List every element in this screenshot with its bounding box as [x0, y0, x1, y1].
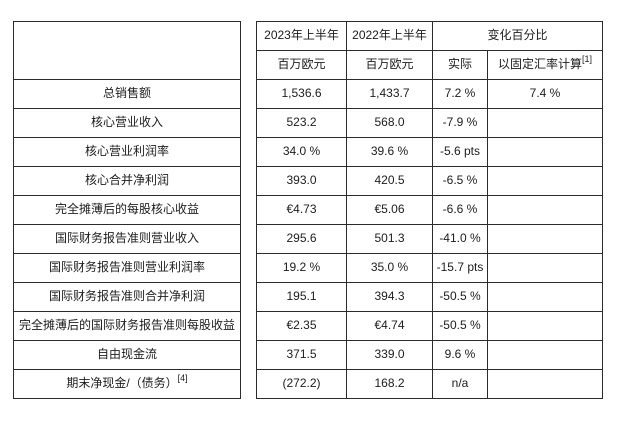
- value-2023: 19.2 %: [256, 253, 347, 283]
- value-2023: 34.0 %: [256, 137, 347, 167]
- value-2022: 168.2: [346, 369, 433, 399]
- row-label: 完全摊薄后的国际财务报告准则每股收益: [13, 311, 241, 341]
- value-2023: (272.2): [256, 369, 347, 399]
- value-change-cer: [487, 253, 603, 283]
- label-column-header-empty: [13, 21, 241, 80]
- value-2023: €2.35: [256, 311, 347, 341]
- table-row: 核心营业收入 523.2 568.0 -7.9 %: [13, 108, 603, 138]
- header-row-periods: 2023年上半年 2022年上半年 变化百分比: [13, 21, 603, 80]
- value-change-cer: [487, 137, 603, 167]
- column-gap: [241, 341, 257, 370]
- row-label: 完全摊薄后的每股核心收益: [13, 195, 241, 225]
- header-change-constant-rates: 以固定汇率计算[1]: [487, 50, 603, 80]
- value-2022: 39.6 %: [346, 137, 433, 167]
- table-row: 国际财务报告准则营业收入 295.6 501.3 -41.0 %: [13, 224, 603, 254]
- column-gap: [241, 225, 257, 254]
- column-gap: [241, 80, 257, 109]
- value-change-cer: [487, 282, 603, 312]
- column-gap: [241, 138, 257, 167]
- value-change-actual: 7.2 %: [432, 79, 488, 109]
- column-gap: [241, 167, 257, 196]
- table-row: 国际财务报告准则营业利润率 19.2 % 35.0 % -15.7 pts: [13, 253, 603, 283]
- column-gap: [241, 370, 257, 399]
- table-row: 完全摊薄后的每股核心收益 €4.73 €5.06 -6.6 %: [13, 195, 603, 225]
- column-gap: [241, 254, 257, 283]
- header-unit-2022: 百万欧元: [346, 50, 433, 80]
- value-change-cer: [487, 195, 603, 225]
- value-change-actual: -50.5 %: [432, 311, 488, 341]
- value-2023: 393.0: [256, 166, 347, 196]
- value-2022: 1,433.7: [346, 79, 433, 109]
- header-unit-2023: 百万欧元: [256, 50, 347, 80]
- header-row-units: 百万欧元 百万欧元 实际 以固定汇率计算[1]: [14, 50, 603, 80]
- row-label: 国际财务报告准则合并净利润: [13, 282, 241, 312]
- column-gap: [241, 312, 257, 341]
- header-change-actual: 实际: [432, 50, 488, 80]
- value-change-cer: [487, 108, 603, 138]
- value-2023: 295.6: [256, 224, 347, 254]
- value-2022: 420.5: [346, 166, 433, 196]
- financial-summary-table: 2023年上半年 2022年上半年 变化百分比 百万欧元 百万欧元 实际 以固定…: [13, 21, 603, 399]
- value-2023: €4.73: [256, 195, 347, 225]
- value-change-cer: [487, 340, 603, 370]
- table-row: 期末净现金/（债务）[4] (272.2) 168.2 n/a: [13, 369, 603, 399]
- column-gap: [241, 196, 257, 225]
- column-gap: [241, 51, 257, 80]
- header-change-group: 变化百分比: [432, 21, 603, 51]
- value-change-actual: 9.6 %: [432, 340, 488, 370]
- value-change-actual: -6.6 %: [432, 195, 488, 225]
- value-change-actual: -5.6 pts: [432, 137, 488, 167]
- value-change-actual: -7.9 %: [432, 108, 488, 138]
- value-change-actual: -41.0 %: [432, 224, 488, 254]
- value-2022: 394.3: [346, 282, 433, 312]
- value-2022: 339.0: [346, 340, 433, 370]
- header-period-2022: 2022年上半年: [346, 21, 433, 51]
- value-2022: €4.74: [346, 311, 433, 341]
- value-change-cer: 7.4 %: [487, 79, 603, 109]
- footnote-1-marker: [1]: [582, 54, 593, 65]
- value-change-actual: n/a: [432, 369, 488, 399]
- column-gap: [241, 22, 257, 51]
- row-label: 国际财务报告准则营业收入: [13, 224, 241, 254]
- row-label: 核心营业利润率: [13, 137, 241, 167]
- header-change-constant-rates-label: 以固定汇率计算: [497, 57, 582, 72]
- value-change-actual: -6.5 %: [432, 166, 488, 196]
- value-change-actual: -50.5 %: [432, 282, 488, 312]
- table-row: 完全摊薄后的国际财务报告准则每股收益 €2.35 €4.74 -50.5 %: [13, 311, 603, 341]
- value-2022: 35.0 %: [346, 253, 433, 283]
- value-change-actual: -15.7 pts: [432, 253, 488, 283]
- value-change-cer: [487, 224, 603, 254]
- table-row: 总销售额 1,536.6 1,433.7 7.2 % 7.4 %: [13, 79, 603, 109]
- value-change-cer: [487, 166, 603, 196]
- table-row: 自由现金流 371.5 339.0 9.6 %: [13, 340, 603, 370]
- value-2023: 371.5: [256, 340, 347, 370]
- column-gap: [241, 283, 257, 312]
- value-2023: 523.2: [256, 108, 347, 138]
- value-2022: 568.0: [346, 108, 433, 138]
- value-2023: 1,536.6: [256, 79, 347, 109]
- footnote-4-marker: [4]: [177, 373, 188, 384]
- row-label: 核心营业收入: [13, 108, 241, 138]
- column-gap: [241, 109, 257, 138]
- row-label-text: 期末净现金/（债务）: [66, 376, 178, 391]
- row-label: 国际财务报告准则营业利润率: [13, 253, 241, 283]
- value-change-cer: [487, 311, 603, 341]
- row-label: 期末净现金/（债务）[4]: [13, 369, 241, 399]
- row-label: 自由现金流: [13, 340, 241, 370]
- value-2023: 195.1: [256, 282, 347, 312]
- table-row: 核心合并净利润 393.0 420.5 -6.5 %: [13, 166, 603, 196]
- table-row: 国际财务报告准则合并净利润 195.1 394.3 -50.5 %: [13, 282, 603, 312]
- header-period-2023: 2023年上半年: [256, 21, 347, 51]
- value-change-cer: [487, 369, 603, 399]
- value-2022: 501.3: [346, 224, 433, 254]
- row-label: 总销售额: [13, 79, 241, 109]
- value-2022: €5.06: [346, 195, 433, 225]
- table-row: 核心营业利润率 34.0 % 39.6 % -5.6 pts: [13, 137, 603, 167]
- row-label: 核心合并净利润: [13, 166, 241, 196]
